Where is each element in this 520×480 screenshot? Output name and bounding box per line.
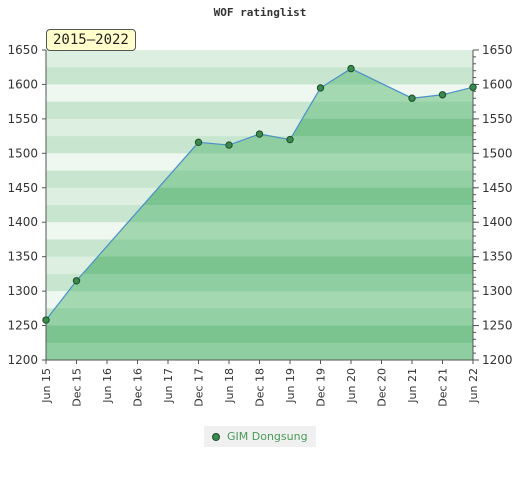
data-point bbox=[194, 138, 203, 147]
legend-label: GIM Dongsung bbox=[227, 430, 308, 443]
data-point bbox=[72, 277, 81, 285]
y-tick-label-left: 1350 bbox=[7, 250, 38, 264]
legend: GIM Dongsung bbox=[204, 426, 316, 447]
data-point bbox=[408, 94, 416, 102]
y-tick-label-left: 1200 bbox=[7, 353, 38, 367]
data-point bbox=[42, 316, 50, 324]
y-tick-label-right: 1550 bbox=[482, 112, 513, 126]
x-tick-label: Jun 17 bbox=[162, 368, 175, 404]
y-tick-label-right: 1600 bbox=[482, 77, 513, 91]
y-tick-label-left: 1300 bbox=[7, 284, 38, 298]
legend-marker bbox=[212, 432, 220, 441]
area-band bbox=[46, 273, 473, 292]
area-band bbox=[46, 308, 473, 327]
y-tick-label-left: 1550 bbox=[7, 112, 38, 126]
x-tick-label: Jun 21 bbox=[406, 368, 419, 404]
y-tick-label-left: 1500 bbox=[7, 146, 38, 160]
x-tick-label: Jun 22 bbox=[467, 368, 480, 404]
x-tick-label: Dec 15 bbox=[71, 368, 84, 407]
y-tick-label-left: 1650 bbox=[7, 43, 38, 57]
x-tick-label: Dec 20 bbox=[376, 368, 389, 407]
data-point bbox=[438, 91, 447, 99]
x-tick-label: Jun 19 bbox=[284, 368, 297, 404]
x-tick-label: Jun 20 bbox=[345, 368, 358, 404]
area-band bbox=[46, 291, 473, 309]
x-tick-label: Jun 16 bbox=[101, 368, 114, 404]
area-band bbox=[46, 205, 473, 223]
x-tick-label: Dec 17 bbox=[193, 368, 206, 407]
y-tick-label-right: 1300 bbox=[482, 284, 513, 298]
data-point bbox=[469, 83, 477, 91]
area-band bbox=[46, 342, 473, 360]
x-tick-label: Jun 18 bbox=[223, 368, 236, 404]
data-point bbox=[286, 135, 294, 144]
x-tick-label: Dec 16 bbox=[132, 368, 145, 407]
y-tick-label-left: 1600 bbox=[7, 77, 38, 91]
y-tick-label-right: 1400 bbox=[482, 215, 513, 229]
y-tick-label-right: 1250 bbox=[482, 319, 513, 333]
area-band bbox=[46, 256, 473, 275]
x-tick-label: Dec 18 bbox=[254, 368, 267, 407]
grid-band bbox=[46, 67, 473, 85]
y-tick-label-left: 1400 bbox=[7, 215, 38, 229]
area-band bbox=[46, 239, 473, 258]
x-tick-label: Dec 21 bbox=[437, 368, 450, 407]
data-point bbox=[347, 64, 355, 73]
area-band bbox=[46, 222, 473, 240]
y-tick-label-left: 1450 bbox=[7, 181, 38, 195]
chart-title: WOF ratinglist bbox=[213, 6, 307, 19]
grid-band bbox=[46, 50, 473, 68]
y-tick-label-left: 1250 bbox=[7, 319, 38, 333]
y-tick-label-right: 1200 bbox=[482, 353, 513, 367]
data-point bbox=[255, 130, 264, 138]
y-tick-label-right: 1450 bbox=[482, 181, 513, 195]
area-band bbox=[46, 325, 473, 344]
data-point bbox=[225, 141, 233, 149]
y-tick-label-right: 1500 bbox=[482, 146, 513, 160]
y-tick-label-right: 1350 bbox=[482, 250, 513, 264]
period-badge: 2015–2022 bbox=[46, 29, 136, 51]
data-point bbox=[316, 84, 325, 92]
x-tick-label: Jun 15 bbox=[40, 368, 53, 404]
x-tick-label: Dec 19 bbox=[315, 368, 328, 407]
y-tick-label-right: 1650 bbox=[482, 43, 513, 57]
